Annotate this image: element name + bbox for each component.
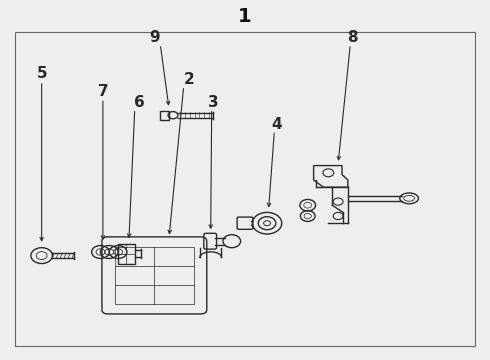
Text: 7: 7 bbox=[98, 84, 108, 99]
Text: 2: 2 bbox=[183, 72, 194, 87]
Text: 8: 8 bbox=[347, 30, 358, 45]
Text: 5: 5 bbox=[36, 66, 47, 81]
Text: 1: 1 bbox=[238, 7, 252, 26]
Text: 4: 4 bbox=[271, 117, 282, 132]
Text: 3: 3 bbox=[208, 95, 219, 110]
Text: 9: 9 bbox=[149, 30, 160, 45]
Text: 6: 6 bbox=[134, 95, 145, 110]
